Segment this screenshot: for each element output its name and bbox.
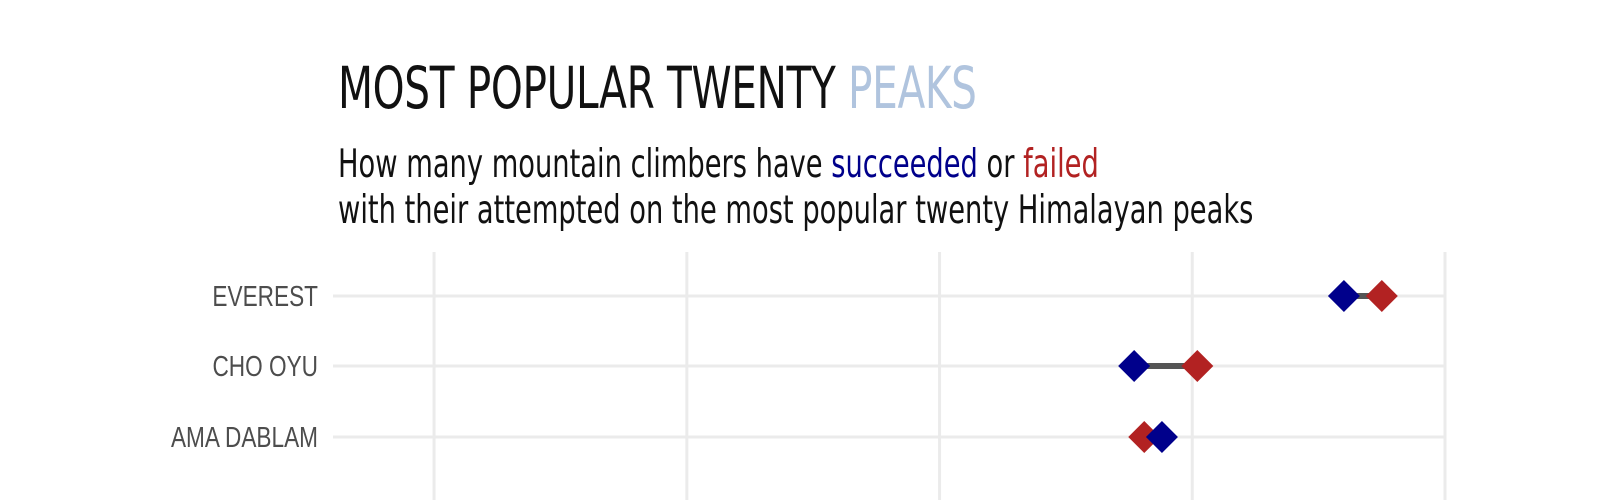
subtitle-text-1: How many mountain climbers have bbox=[338, 142, 832, 187]
subtitle-text-2: or bbox=[977, 142, 1024, 187]
failed-point bbox=[1365, 280, 1398, 312]
succeeded-point bbox=[1327, 280, 1360, 312]
subtitle-succeeded: succeeded bbox=[831, 142, 978, 187]
category-label: EVEREST bbox=[212, 279, 318, 312]
title-main: MOST POPULAR TWENTY bbox=[338, 54, 836, 122]
title-accent: PEAKS bbox=[848, 54, 977, 122]
subtitle-line-1: How many mountain climbers have succeede… bbox=[338, 142, 1253, 188]
failed-point bbox=[1181, 350, 1214, 382]
failed-point bbox=[1128, 421, 1161, 453]
succeeded-point bbox=[1118, 350, 1151, 382]
subtitle-failed: failed bbox=[1023, 142, 1099, 187]
category-label: AMA DABLAM bbox=[171, 420, 318, 453]
succeeded-point bbox=[1145, 421, 1178, 453]
chart-subtitle: How many mountain climbers have succeede… bbox=[338, 142, 1253, 234]
chart-title: MOST POPULAR TWENTY PEAKS bbox=[338, 56, 977, 120]
subtitle-line-2: with their attempted on the most popular… bbox=[338, 188, 1254, 233]
category-label: CHO OYU bbox=[212, 349, 318, 382]
